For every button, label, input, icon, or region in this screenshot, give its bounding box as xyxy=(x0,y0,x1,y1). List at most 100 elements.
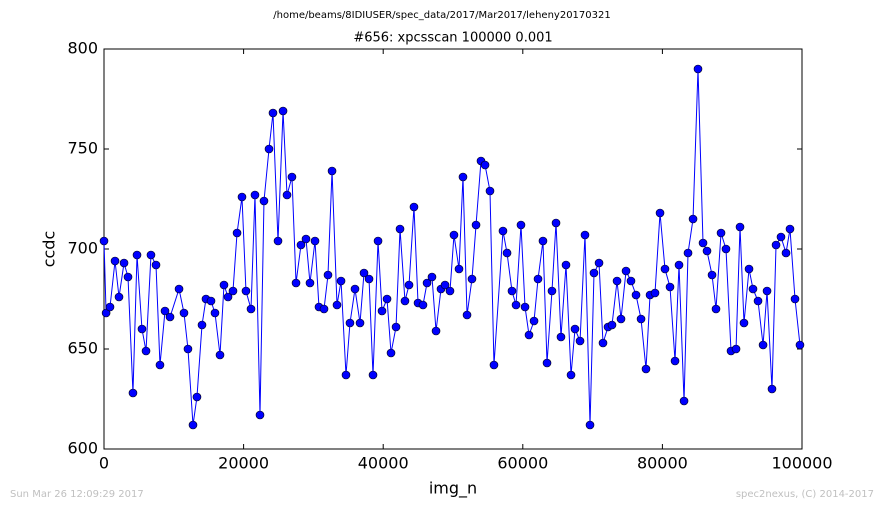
data-point xyxy=(174,284,184,294)
data-point xyxy=(110,256,120,266)
data-point xyxy=(132,250,142,260)
data-point xyxy=(160,306,170,316)
data-point xyxy=(489,360,499,370)
data-point xyxy=(409,202,419,212)
data-point xyxy=(445,286,455,296)
y-tick-label: 750 xyxy=(67,139,98,158)
data-point xyxy=(739,318,749,328)
data-point xyxy=(683,248,693,258)
x-tick-label: 40000 xyxy=(358,454,409,473)
data-point xyxy=(146,250,156,260)
data-point xyxy=(350,284,360,294)
data-point xyxy=(431,326,441,336)
y-tick-label: 800 xyxy=(67,39,98,58)
data-point xyxy=(364,274,374,284)
data-point xyxy=(524,330,534,340)
data-point xyxy=(301,234,311,244)
data-point xyxy=(206,296,216,306)
data-line xyxy=(103,68,801,426)
data-point xyxy=(471,220,481,230)
data-point xyxy=(141,346,151,356)
data-point xyxy=(305,278,315,288)
data-point xyxy=(179,308,189,318)
data-point xyxy=(250,190,260,200)
data-point xyxy=(219,280,229,290)
data-point xyxy=(566,370,576,380)
data-point xyxy=(197,320,207,330)
data-point xyxy=(753,296,763,306)
x-tick-label: 0 xyxy=(99,454,109,473)
data-point xyxy=(188,420,198,430)
data-point xyxy=(368,370,378,380)
data-point xyxy=(467,274,477,284)
data-point xyxy=(327,166,337,176)
data-point xyxy=(556,332,566,342)
data-point xyxy=(575,336,585,346)
data-point xyxy=(355,318,365,328)
data-point xyxy=(721,244,731,254)
x-tick-label: 80000 xyxy=(637,454,688,473)
data-point xyxy=(580,230,590,240)
data-point xyxy=(192,392,202,402)
data-point xyxy=(268,108,278,118)
data-point xyxy=(165,312,175,322)
data-point xyxy=(542,358,552,368)
data-point xyxy=(259,196,269,206)
data-point xyxy=(336,276,346,286)
data-point xyxy=(105,302,115,312)
data-point xyxy=(386,348,396,358)
data-point xyxy=(377,306,387,316)
y-tick-label: 700 xyxy=(67,239,98,258)
data-point xyxy=(711,304,721,314)
data-point xyxy=(418,300,428,310)
data-point xyxy=(454,264,464,274)
x-tick-label: 100000 xyxy=(771,454,832,473)
data-point xyxy=(744,264,754,274)
data-point xyxy=(232,228,242,238)
x-axis-label: img_n xyxy=(429,479,477,499)
data-point xyxy=(731,344,741,354)
data-point xyxy=(679,396,689,406)
data-point xyxy=(99,236,109,246)
data-point xyxy=(215,350,225,360)
data-point xyxy=(498,226,508,236)
y-tick-label: 650 xyxy=(67,339,98,358)
data-point xyxy=(538,236,548,246)
data-point xyxy=(735,222,745,232)
data-point xyxy=(241,286,251,296)
data-point xyxy=(631,290,641,300)
data-point xyxy=(762,286,772,296)
data-point xyxy=(345,318,355,328)
data-point xyxy=(278,106,288,116)
data-point xyxy=(101,308,111,318)
data-point xyxy=(520,302,530,312)
data-point xyxy=(246,304,256,314)
data-point xyxy=(310,236,320,246)
data-point xyxy=(688,214,698,224)
data-point xyxy=(282,190,292,200)
data-point xyxy=(137,324,147,334)
data-point xyxy=(114,292,124,302)
chart-title: #656: xpcsscan 100000 0.001 xyxy=(353,31,552,46)
data-point xyxy=(462,310,472,320)
data-point xyxy=(183,344,193,354)
data-point xyxy=(458,172,468,182)
data-point xyxy=(341,370,351,380)
data-point xyxy=(332,300,342,310)
data-point xyxy=(707,270,717,280)
data-point xyxy=(621,266,631,276)
data-point xyxy=(594,258,604,268)
data-point xyxy=(636,314,646,324)
data-point xyxy=(547,286,557,296)
data-point xyxy=(223,292,233,302)
data-point xyxy=(767,384,777,394)
data-point xyxy=(655,208,665,218)
data-point xyxy=(228,286,238,296)
data-point xyxy=(570,324,580,334)
data-point xyxy=(155,360,165,370)
data-point xyxy=(502,248,512,258)
data-point xyxy=(785,224,795,234)
data-point xyxy=(210,308,220,318)
data-point xyxy=(422,278,432,288)
